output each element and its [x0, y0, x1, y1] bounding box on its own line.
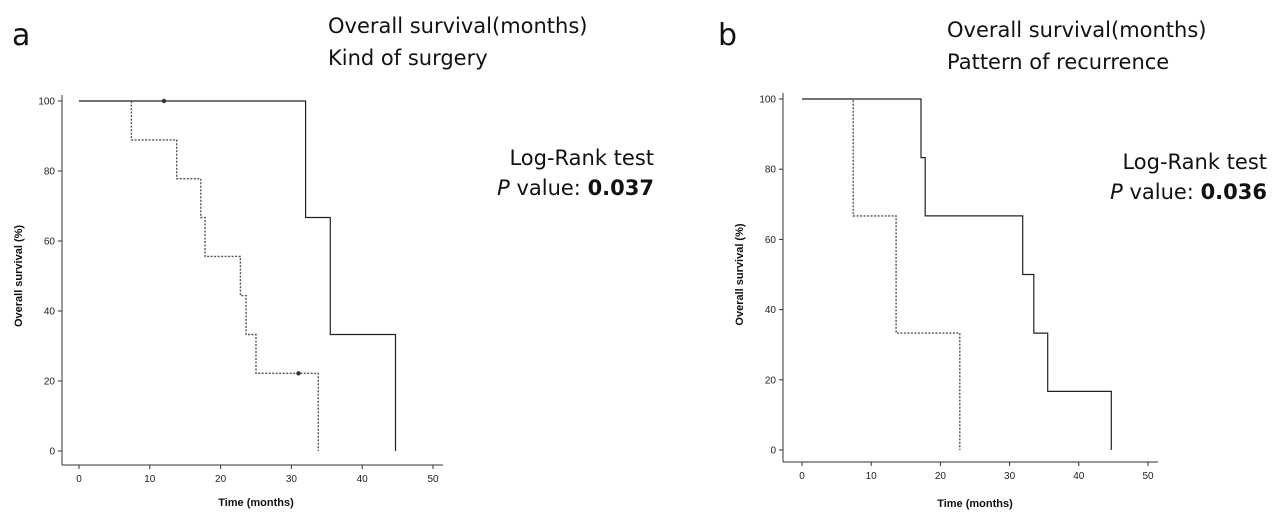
km-plot-a: 0 20 40 60 80 100 0 10 20 30 40 50 Time (months) Over… — [13, 95, 443, 509]
chart-subtitle: Kind of surgery — [328, 46, 488, 70]
censor-mark — [161, 98, 167, 104]
p-value: 0.036 — [1200, 180, 1267, 204]
x-tick-label: 10 — [144, 474, 156, 485]
x-tick-label: 50 — [427, 474, 439, 485]
x-tick-label: 30 — [286, 474, 298, 485]
x-axis-label: Time (months) — [218, 497, 294, 509]
x-tick-label: 50 — [1142, 471, 1154, 482]
logrank-annotation: Log-Rank test P value: 0.036 — [1110, 147, 1267, 207]
p-value-line: P value: 0.036 — [1110, 177, 1267, 207]
y-tick-label: 0 — [49, 447, 55, 458]
y-tick-label: 0 — [770, 446, 776, 457]
x-tick-label: 40 — [1073, 471, 1085, 482]
x-tick-label: 20 — [935, 471, 947, 482]
y-tick-label: 60 — [44, 237, 56, 248]
panel-letter: b — [718, 18, 738, 53]
survival-curve-solid — [802, 98, 1112, 450]
y-tick-label: 60 — [765, 235, 777, 246]
survival-curve-solid — [79, 100, 397, 451]
x-tick-label: 0 — [799, 471, 805, 482]
y-tick-label: 100 — [759, 95, 776, 106]
panel-b: b Overall survival(months) Pattern of re… — [636, 0, 1272, 513]
y-tick-label: 20 — [44, 377, 56, 388]
p-label: P — [497, 176, 510, 200]
y-axis-label: Overall survival (%) — [734, 223, 746, 325]
x-tick-label: 20 — [215, 474, 227, 485]
y-tick-label: 20 — [765, 375, 777, 386]
x-axis-label: Time (months) — [937, 498, 1013, 510]
panel-letter: a — [12, 18, 31, 53]
x-tick-label: 40 — [357, 474, 369, 485]
survival-curve-dotted — [802, 98, 961, 450]
y-axis-label: Overall survival (%) — [13, 225, 25, 327]
chart-subtitle: Pattern of recurrence — [947, 50, 1170, 74]
y-tick-label: 40 — [44, 307, 56, 318]
p-text: value: — [1122, 180, 1201, 204]
chart-title: Overall survival(months) — [328, 14, 588, 38]
y-tick-label: 40 — [765, 305, 777, 316]
p-value: 0.037 — [587, 176, 654, 200]
logrank-annotation: Log-Rank test P value: 0.037 — [497, 143, 654, 203]
test-label: Log-Rank test — [509, 146, 654, 170]
chart-title: Overall survival(months) — [947, 18, 1207, 42]
x-tick-label: 30 — [1004, 471, 1016, 482]
y-tick-label: 100 — [38, 97, 55, 108]
x-tick-label: 0 — [76, 474, 82, 485]
y-tick-label: 80 — [765, 165, 777, 176]
survival-curve-dotted — [79, 100, 319, 451]
p-value-line: P value: 0.037 — [497, 173, 654, 203]
x-tick-label: 10 — [866, 471, 878, 482]
panel-a: a Overall survival(months) Kind of surge… — [12, 14, 654, 509]
y-tick-label: 80 — [44, 167, 56, 178]
p-text: value: — [509, 176, 588, 200]
test-label: Log-Rank test — [1122, 150, 1267, 174]
censor-mark — [296, 371, 301, 376]
km-plot-b: 0 20 40 60 80 100 0 10 20 30 40 50 Time (months) Over… — [734, 93, 1158, 510]
p-label: P — [1110, 180, 1123, 204]
